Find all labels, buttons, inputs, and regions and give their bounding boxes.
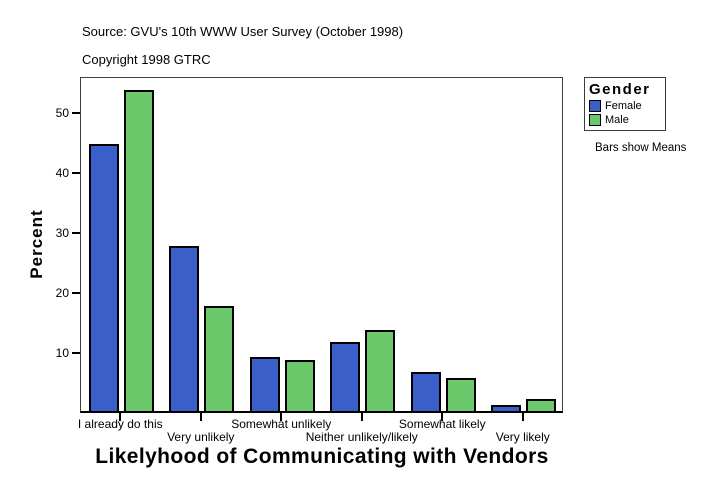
y-tick-20: [72, 292, 80, 294]
y-tick-40: [72, 172, 80, 174]
bar-male-5: [526, 399, 557, 411]
legend-item-female: Female: [589, 100, 661, 112]
copyright-text: Copyright 1998 GTRC: [82, 52, 211, 67]
x-tick-3: [360, 413, 363, 421]
x-tick-1: [199, 413, 202, 421]
bar-female-0: [88, 144, 119, 411]
y-tick-30: [72, 232, 80, 234]
y-tick-label-30: 30: [55, 226, 69, 240]
legend-items: Female Male: [589, 100, 661, 126]
y-tick-label-50: 50: [55, 106, 69, 120]
bar-male-3: [365, 330, 396, 411]
x-tick-4: [441, 413, 444, 421]
plot-area: [80, 77, 563, 413]
y-tick-label-20: 20: [55, 286, 69, 300]
male-color-swatch: [589, 114, 601, 126]
chart-title: Likelyhood of Communicating with Vendors: [95, 445, 549, 468]
bar-male-2: [284, 360, 315, 411]
bar-female-4: [410, 372, 441, 411]
bar-female-2: [249, 357, 280, 411]
legend-item-male: Male: [589, 114, 661, 126]
bar-female-5: [491, 405, 522, 411]
legend-box: Gender Female Male: [584, 77, 666, 131]
y-tick-label-40: 40: [55, 166, 69, 180]
bar-female-3: [330, 342, 361, 411]
bar-male-0: [123, 90, 154, 411]
bar-female-1: [169, 246, 200, 411]
x-label-4: Somewhat likely: [398, 417, 486, 431]
x-tick-0: [119, 413, 122, 421]
legend-title: Gender: [589, 81, 651, 98]
bar-male-1: [204, 306, 235, 411]
x-label-3: Neither unlikely/likely: [305, 430, 418, 444]
bar-male-4: [445, 378, 476, 411]
x-label-5: Very likely: [495, 430, 550, 444]
y-tick-50: [72, 112, 80, 114]
legend-note: Bars show Means: [595, 142, 687, 154]
y-tick-label-10: 10: [55, 346, 69, 360]
x-tick-2: [280, 413, 283, 421]
source-text: Source: GVU's 10th WWW User Survey (Octo…: [82, 24, 404, 39]
female-color-swatch: [589, 100, 601, 112]
legend-item-label: Male: [605, 114, 629, 126]
legend-item-label: Female: [605, 100, 642, 112]
x-label-2: Somewhat unlikely: [231, 417, 332, 431]
y-tick-10: [72, 352, 80, 354]
x-label-0: I already do this: [77, 417, 163, 431]
x-tick-5: [521, 413, 524, 421]
x-label-1: Very unlikely: [167, 430, 235, 444]
